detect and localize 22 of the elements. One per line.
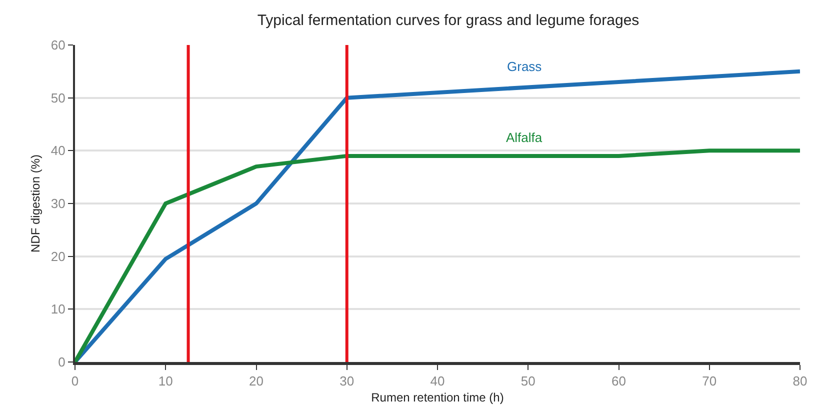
series-label: Grass xyxy=(507,59,542,74)
x-tick-label: 30 xyxy=(340,374,354,389)
x-tick-label: 80 xyxy=(792,374,808,389)
y-tick-label: 10 xyxy=(50,302,66,317)
x-tick-label: 70 xyxy=(702,374,717,389)
x-tick-label: 60 xyxy=(612,374,626,389)
y-tick-label: 30 xyxy=(50,196,66,212)
x-tick-label: 10 xyxy=(158,374,173,389)
y-tick-label: 50 xyxy=(50,90,66,106)
line-series xyxy=(75,148,800,362)
chart-title: Typical fermentation curves for grass and legume forages xyxy=(257,12,640,30)
y-axis-title: NDF digestion (%) xyxy=(28,154,43,253)
x-tick-label: 50 xyxy=(520,374,536,389)
y-tick-label: 0 xyxy=(58,354,66,370)
x-axis-title: Rumen retention time (h) xyxy=(371,390,504,404)
series-label: Alfalfa xyxy=(506,130,543,145)
x-tick-label: 0 xyxy=(71,374,79,389)
y-tick-label: 20 xyxy=(50,248,66,264)
x-tick-label: 40 xyxy=(430,374,445,389)
x-tick-label: 20 xyxy=(249,374,264,389)
y-tick-label: 60 xyxy=(50,38,66,53)
y-tick-label: 40 xyxy=(50,143,66,158)
